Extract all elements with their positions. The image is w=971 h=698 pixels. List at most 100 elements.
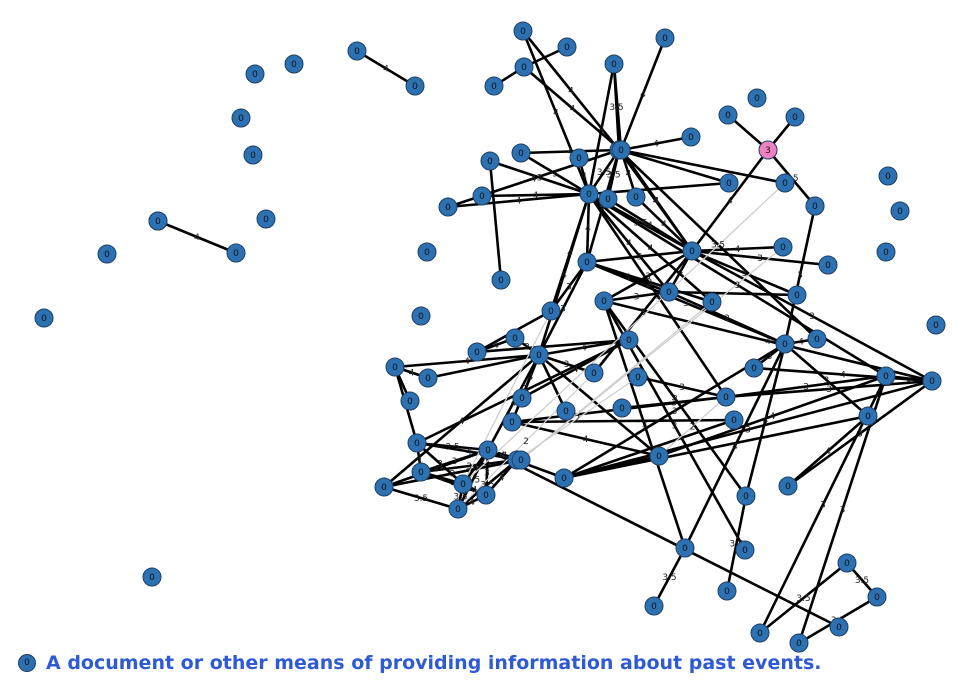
- node-circle: [97, 244, 117, 264]
- node-label: 0: [498, 276, 504, 286]
- node-circle: [579, 184, 599, 204]
- edge-e10-e15: [420, 458, 518, 474]
- edge-e8-e17: [383, 448, 489, 489]
- node: 0: [256, 209, 276, 229]
- edge-label: 4: [581, 172, 587, 182]
- node-label: 0: [626, 336, 632, 346]
- node: 0: [579, 184, 599, 204]
- node-label: 0: [155, 217, 161, 227]
- node-circle: [785, 107, 805, 127]
- edge-label: 3.5: [480, 481, 494, 491]
- node-circle: [702, 292, 722, 312]
- node: 0: [717, 581, 737, 601]
- node: 0: [837, 553, 857, 573]
- node: 0: [716, 387, 736, 407]
- node: 0: [245, 64, 265, 84]
- node-label: 0: [485, 446, 491, 456]
- node-circle: [787, 285, 807, 305]
- node: 0: [922, 371, 942, 391]
- edge-label: 4: [840, 371, 846, 381]
- node-circle: [411, 306, 431, 326]
- node-circle: [717, 581, 737, 601]
- edge-label: 3: [826, 385, 832, 395]
- node: 0: [142, 567, 162, 587]
- node: 0: [655, 28, 675, 48]
- node-label: 0: [865, 412, 871, 422]
- edge-d16-d18: [511, 420, 660, 458]
- edge-label: 3: [450, 470, 456, 480]
- edge-d9-e16: [457, 372, 595, 510]
- edge-label: 3: [466, 462, 472, 472]
- node-label: 0: [709, 298, 715, 308]
- node-circle: [644, 596, 664, 616]
- edge-b5-c2: [618, 148, 730, 185]
- node-circle: [505, 328, 525, 348]
- node-label: 0: [723, 393, 729, 403]
- node: 0: [724, 410, 744, 430]
- edge-b15-c1: [481, 192, 590, 198]
- node-circle: [148, 211, 168, 231]
- node-label: 0: [619, 404, 625, 414]
- node: 0: [347, 41, 367, 61]
- node: 0: [569, 148, 589, 168]
- edge-d3-c10: [537, 261, 589, 356]
- edge-label: 3: [560, 305, 566, 315]
- edge-label: 3.5: [414, 494, 428, 504]
- edge-a11-a12: [157, 219, 237, 255]
- node-highlight: 3: [758, 140, 778, 160]
- edge-label: 3: [637, 253, 643, 263]
- node: 0: [505, 328, 525, 348]
- edge-label: 3.5: [606, 171, 620, 181]
- edge-b6-c1: [587, 63, 616, 195]
- node-circle: [876, 366, 896, 386]
- node-label: 0: [576, 154, 582, 164]
- node-circle: [400, 391, 420, 411]
- edge-label: 3: [645, 272, 651, 282]
- node-circle: [511, 143, 531, 163]
- edge-label: 3: [552, 170, 558, 180]
- node: 0: [612, 398, 632, 418]
- node-circle: [557, 37, 577, 57]
- edge-c4-c9: [691, 249, 829, 267]
- node-label: 0: [381, 483, 387, 493]
- node: 0: [628, 367, 648, 387]
- node-label: 0: [584, 258, 590, 268]
- edge-label: 2: [524, 343, 530, 353]
- node: 0: [789, 633, 809, 653]
- node-label: 0: [883, 248, 889, 258]
- node-circle: [716, 387, 736, 407]
- node-label: 0: [688, 133, 694, 143]
- node: 0: [480, 151, 500, 171]
- edge-label: 4: [499, 474, 505, 484]
- node-circle: [681, 127, 701, 147]
- node-label: 0: [414, 439, 420, 449]
- node: 0: [243, 145, 263, 165]
- edge-d3-d18: [538, 354, 660, 457]
- node: 0: [702, 292, 722, 312]
- node-circle: [598, 189, 618, 209]
- node-circle: [829, 617, 849, 637]
- node-circle: [472, 186, 492, 206]
- edge-label: 3: [906, 375, 912, 385]
- edge-label: 4: [661, 220, 667, 230]
- node: 0: [787, 285, 807, 305]
- edge-label: 4: [469, 498, 475, 508]
- node-circle: [758, 140, 778, 160]
- node-label: 0: [897, 207, 903, 217]
- edge-label: 4: [626, 239, 632, 249]
- node-circle: [807, 329, 827, 349]
- node: 0: [744, 358, 764, 378]
- edge-label: 2: [523, 437, 529, 447]
- node-circle: [513, 21, 533, 41]
- node-label: 0: [682, 544, 688, 554]
- node-circle: [226, 243, 246, 263]
- edge-d15-d18: [658, 396, 727, 457]
- edge-b9-b10: [620, 135, 692, 152]
- edge-e17-e18: [383, 458, 522, 489]
- edge-label: 4: [383, 65, 389, 75]
- node-label: 0: [929, 377, 935, 387]
- node: 0: [611, 140, 631, 160]
- edge-d15-e1: [725, 374, 887, 399]
- node-label: 0: [483, 491, 489, 501]
- edge-label: 3: [735, 281, 741, 291]
